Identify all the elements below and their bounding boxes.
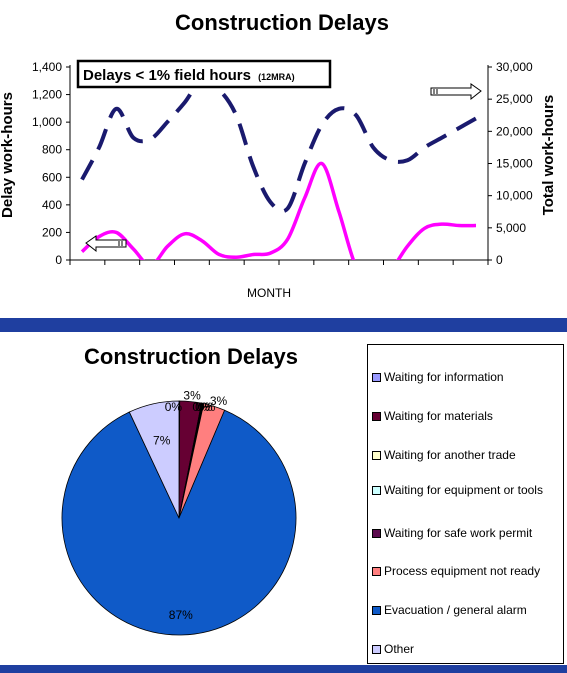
pie-chart-title: Construction Delays [84, 344, 298, 369]
legend-label: Waiting for another trade [384, 448, 516, 462]
legend-item: Waiting for materials [372, 409, 558, 423]
legend-swatch [372, 645, 381, 654]
y-left-tick-label: 800 [42, 143, 62, 157]
line-chart-panel: Construction Delays 0 200 400 600 800 1,000 1,… [0, 0, 567, 318]
x-axis-title: MONTH [247, 286, 291, 300]
pie-slice [128, 400, 180, 519]
pie-data-label: 3% [210, 394, 228, 408]
legend-item: Process equipment not ready [372, 564, 558, 578]
legend-label: Waiting for equipment or tools [384, 483, 543, 497]
divider-bar-bottom [0, 665, 567, 673]
legend-label: Waiting for safe work permit [384, 526, 533, 540]
pie-data-label: 0% [192, 400, 210, 414]
divider-bar [0, 318, 567, 332]
legend-item: Other [372, 642, 558, 656]
y-left-tick-label: 400 [42, 198, 62, 212]
y-left-tick-label: 1,000 [32, 115, 62, 129]
y-right-tick-label: 30,000 [496, 60, 533, 74]
pie-data-label: 87% [169, 608, 193, 622]
pie-data-label: 3% [183, 389, 201, 403]
legend-item: Waiting for safe work permit [372, 526, 558, 540]
y-right-tick-label: 0 [496, 253, 503, 267]
pie-data-label: 0% [165, 400, 183, 414]
y-left-tick-label: 600 [42, 170, 62, 184]
y-left-tick-label: 1,400 [32, 60, 62, 74]
y-left-tick-label: 200 [42, 225, 62, 239]
y-axis-right-title: Total work-hours [540, 95, 557, 216]
legend-swatch [372, 529, 381, 538]
y-left-tick-label: 1,200 [32, 88, 62, 102]
line-chart: Construction Delays 0 200 400 600 800 1,000 1,… [0, 10, 557, 300]
legend-swatch [372, 373, 381, 382]
legend-label: Waiting for materials [384, 409, 493, 423]
legend-swatch [372, 412, 381, 421]
annotation-box: Delays < 1% field hours (12MRA) [76, 59, 332, 89]
y-right-tick-label: 5,000 [496, 221, 526, 235]
line-chart-title: Construction Delays [175, 10, 389, 35]
legend-label: Waiting for information [384, 370, 504, 384]
legend-swatch [372, 567, 381, 576]
pie-chart-panel: Construction Delays 0% 3% 0% 0% 0% 3% 87% 7% Wa… [0, 332, 567, 665]
legend-item: Waiting for information [372, 370, 558, 384]
y-right-tick-label: 25,000 [496, 92, 533, 106]
y-right-tick-label: 10,000 [496, 189, 533, 203]
svg-text:Delays < 1% field hours: Delays < 1% field hours (12MRA) [83, 67, 295, 84]
legend-label: Process equipment not ready [384, 564, 541, 578]
total-work-hours-line [80, 77, 477, 214]
y-right-tick-label: 15,000 [496, 157, 533, 171]
delay-work-hours-line [80, 161, 477, 260]
y-axis-left-title: Delay work-hours [0, 92, 16, 218]
pie-data-label: 7% [153, 433, 171, 447]
legend-label: Other [384, 642, 415, 656]
y-left-tick-label: 0 [55, 253, 62, 267]
annotation-text: Delays < 1% field hours [83, 67, 251, 84]
arrow-right-icon [430, 83, 482, 101]
pie-data-label: 0% [198, 400, 216, 414]
pie-slice [61, 409, 297, 636]
legend-swatch [372, 486, 381, 495]
legend-label: Evacuation / general alarm [384, 603, 527, 617]
legend-item: Evacuation / general alarm [372, 603, 558, 617]
legend-item: Waiting for another trade [372, 448, 558, 462]
pie-chart: Construction Delays 0%3%0%0%0%3%87%7% [61, 344, 298, 636]
legend-swatch [372, 606, 381, 615]
annotation-small-text: (12MRA) [258, 72, 295, 82]
pie-data-label: 0% [195, 400, 213, 414]
y-right-tick-label: 20,000 [496, 124, 533, 138]
arrow-left-icon [85, 235, 127, 253]
legend-item: Waiting for equipment or tools [372, 483, 558, 497]
legend-swatch [372, 451, 381, 460]
pie-legend: Waiting for information Waiting for mater… [367, 344, 564, 664]
